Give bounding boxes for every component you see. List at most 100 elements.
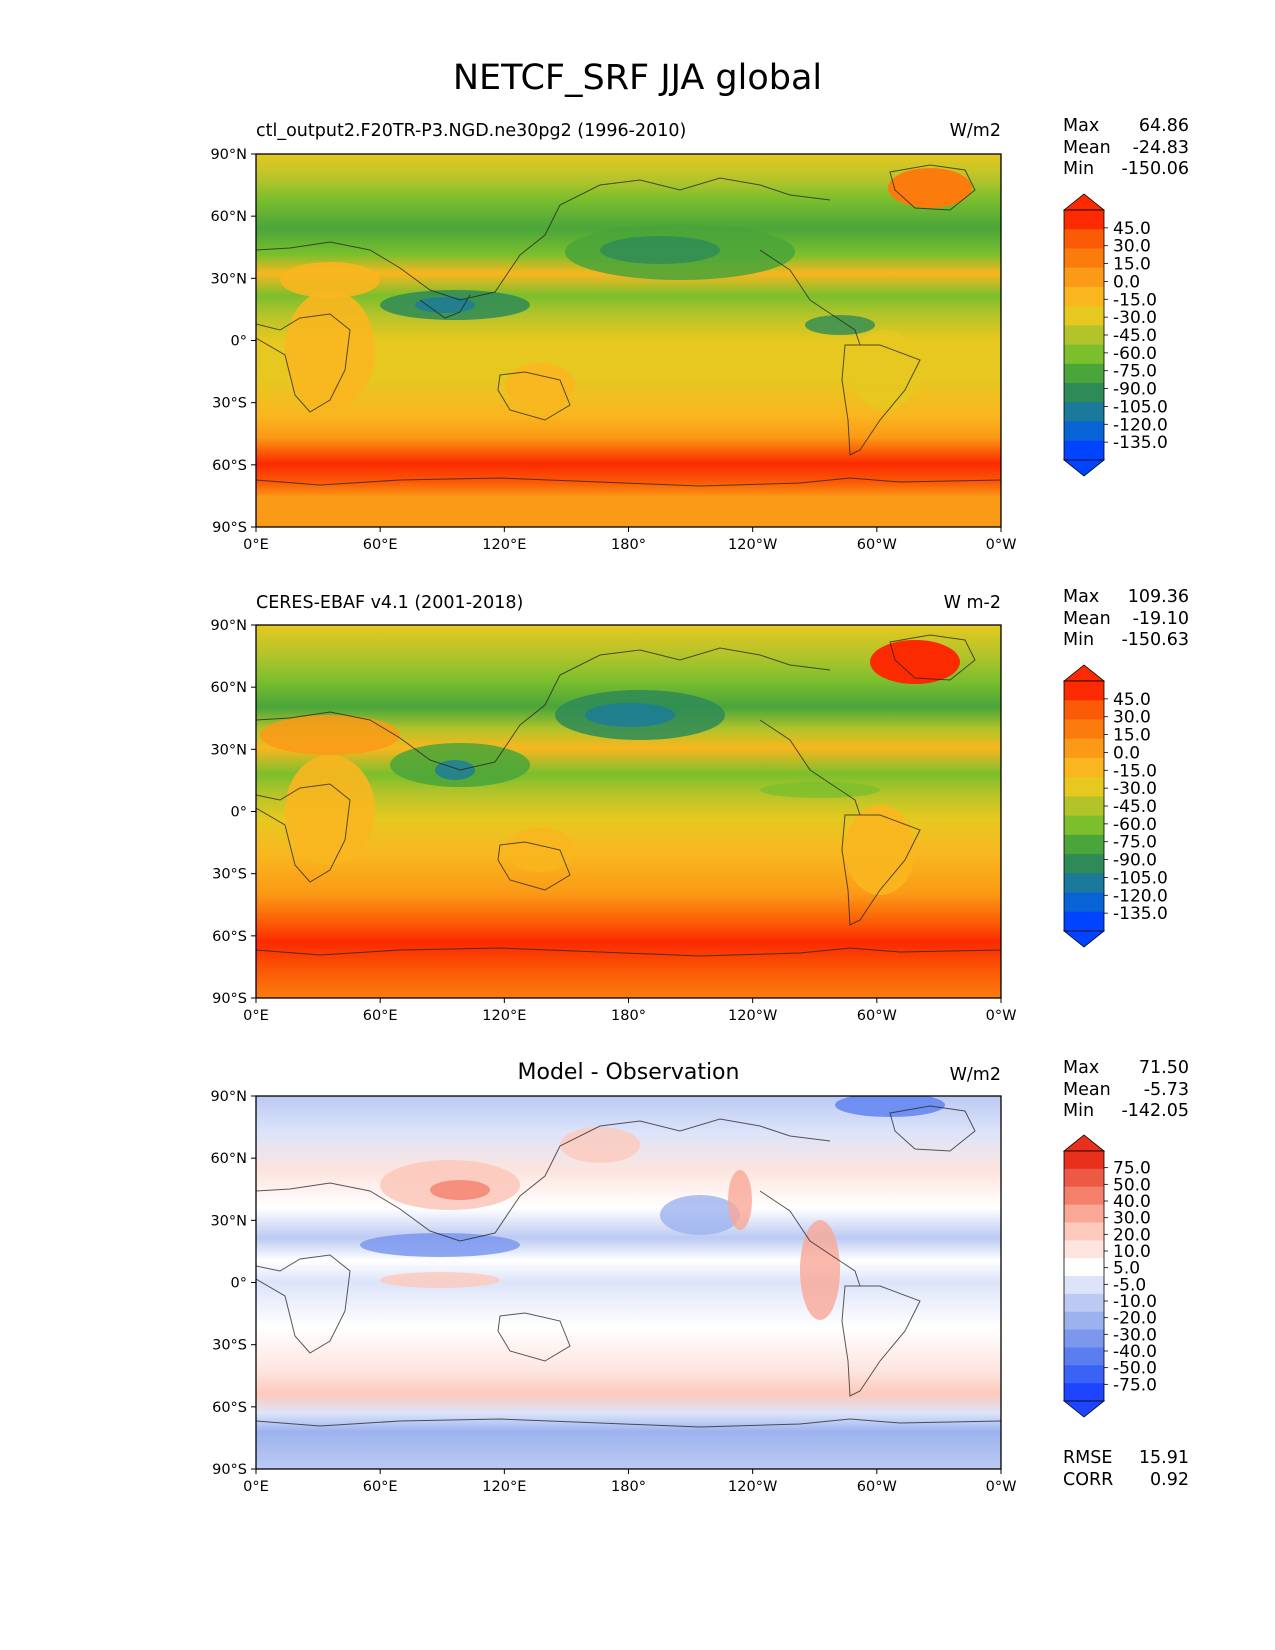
colorbar-swatch: [1064, 267, 1104, 288]
lon-tick-label: 120°E: [482, 1479, 526, 1495]
colorbar-label: -15.0: [1113, 290, 1157, 310]
units-label-diff: W/m2: [949, 1065, 1001, 1085]
field-features: [260, 640, 960, 895]
lat-tick-label: 90°N: [210, 618, 247, 634]
stats-box-model: Max 64.86 Mean -24.83 Min -150.06: [1063, 116, 1189, 181]
lon-tick-label: 0°E: [243, 1479, 269, 1495]
colorbar-swatch: [1064, 738, 1104, 759]
stat-max: Max 64.86: [1063, 116, 1189, 136]
lat-tick-label: 30°N: [210, 1213, 247, 1229]
colorbar-swatch: [1064, 911, 1104, 932]
colorbar-swatch: [1064, 1240, 1104, 1259]
colorbar-label: 30.0: [1113, 237, 1151, 257]
stat-min: Min -142.05: [1063, 1101, 1189, 1121]
colorbar-label: -120.0: [1113, 886, 1168, 906]
colorbar-extend-max: [1062, 193, 1106, 211]
colorbar-swatch: [1064, 777, 1104, 797]
colorbar-swatch: [1064, 1168, 1104, 1188]
colorbar-swatch: [1064, 1329, 1104, 1348]
lon-tick-label: 120°W: [728, 1479, 777, 1495]
colorbar-swatch: [1064, 757, 1104, 778]
colorbar-label: -105.0: [1113, 868, 1168, 888]
colorbar-swatches: 75.050.040.030.020.010.05.0-5.0-10.0-20.…: [1062, 1134, 1157, 1418]
colorbar-obs: 45.030.015.00.0-15.0-30.0-45.0-60.0-75.0…: [1062, 664, 1168, 948]
colorbar-swatch: [1064, 210, 1104, 230]
lat-tick-label: 60°S: [212, 1400, 247, 1416]
lat-tick-label: 30°S: [212, 1338, 247, 1354]
colorbar-swatch: [1064, 873, 1104, 894]
colorbar-extend-min: [1062, 459, 1106, 477]
colorbar-swatch: [1064, 229, 1104, 249]
units-label-obs: W m-2: [943, 593, 1001, 613]
colorbar-swatch: [1064, 1276, 1104, 1295]
field-features: [360, 1096, 945, 1320]
colorbar-swatch: [1064, 681, 1104, 701]
lon-tick-label: 120°W: [728, 537, 777, 553]
lon-tick-label: 180°: [611, 1479, 646, 1495]
colorbar-swatch: [1064, 1311, 1104, 1331]
colorbar-label: -105.0: [1113, 397, 1168, 417]
lat-tick-label: 90°S: [212, 991, 247, 1007]
lat-tick-label: 60°N: [210, 680, 247, 696]
colorbar-label: -120.0: [1113, 415, 1168, 435]
colorbar-label: -90.0: [1113, 380, 1157, 400]
stat-mean: Mean -24.83: [1063, 137, 1189, 158]
lon-tick-label: 60°E: [363, 1479, 398, 1495]
lat-tick-label: 30°N: [210, 742, 247, 758]
lat-tick-label: 30°S: [212, 867, 247, 883]
lon-tick-label: 0°W: [986, 1479, 1017, 1495]
lat-tick-label: 30°N: [210, 271, 247, 287]
colorbar-label: -60.0: [1113, 344, 1157, 364]
lat-axis: 90°N 60°N 30°N 0° 30°S 60°S 90°S: [210, 618, 256, 1007]
colorbar-swatch: [1064, 383, 1104, 403]
colorbar-swatch: [1064, 402, 1104, 423]
colorbar-extend-min: [1062, 1400, 1106, 1418]
map-diff: 90°N 60°N 30°N 0° 30°S 60°S 90°S 0°E 60°E 120°E 1…: [210, 1089, 1017, 1495]
colorbar-swatch: [1064, 1365, 1104, 1384]
colorbar-swatch: [1064, 440, 1104, 461]
colorbar-swatch: [1064, 1383, 1104, 1402]
lon-tick-label: 60°E: [363, 537, 398, 553]
colorbar-frame: [1063, 1150, 1105, 1402]
colorbar-label: -20.0: [1113, 1309, 1157, 1329]
coastlines: [256, 634, 1001, 957]
metric-corr: CORR 0.92: [1063, 1469, 1189, 1490]
colorbar-swatch: [1064, 421, 1104, 442]
lat-tick-label: 0°: [231, 1276, 247, 1292]
colorbar-label: 75.0: [1113, 1159, 1151, 1179]
colorbar-diff: 75.050.040.030.020.010.05.0-5.0-10.0-20.…: [1062, 1134, 1157, 1418]
lat-tick-label: 30°S: [212, 396, 247, 412]
colorbar-label: 45.0: [1113, 690, 1151, 710]
colorbar-label: -135.0: [1113, 904, 1168, 924]
stats-box-obs: Max 109.36 Mean -19.10 Min -150.63: [1063, 587, 1189, 652]
colorbar-label: 30.0: [1113, 1209, 1151, 1229]
lat-tick-label: 60°N: [210, 209, 247, 225]
colorbar-label: -30.0: [1113, 779, 1157, 799]
colorbar-label: -75.0: [1113, 362, 1157, 382]
map-field: [256, 1096, 1001, 1469]
lat-tick-label: 90°N: [210, 147, 247, 163]
colorbar-swatch: [1064, 854, 1104, 874]
lon-tick-label: 180°: [611, 537, 646, 553]
colorbar-label: -30.0: [1113, 308, 1157, 328]
colorbar-label: 15.0: [1113, 726, 1151, 746]
coastlines: [256, 1105, 1001, 1428]
lat-tick-label: 0°: [231, 805, 247, 821]
colorbar-swatch: [1064, 834, 1104, 855]
colorbar-label: -5.0: [1113, 1275, 1146, 1295]
colorbar-swatch: [1064, 719, 1104, 740]
colorbar-label: 0.0: [1113, 743, 1140, 763]
figure-title: NETCF_SRF JJA global: [452, 58, 823, 98]
colorbar-label: -30.0: [1113, 1325, 1157, 1345]
colorbar-swatch: [1064, 1186, 1104, 1206]
colorbar-extend-max: [1062, 664, 1106, 682]
colorbar-swatch: [1064, 1204, 1104, 1223]
colorbar-label: -60.0: [1113, 815, 1157, 835]
lon-tick-label: 0°W: [986, 1008, 1017, 1024]
colorbar-label: 45.0: [1113, 219, 1151, 239]
colorbar-swatch: [1064, 1151, 1104, 1170]
colorbar-swatch: [1064, 248, 1104, 269]
colorbar-label: 10.0: [1113, 1242, 1151, 1262]
colorbar-label: -90.0: [1113, 851, 1157, 871]
panel-title-obs: CERES-EBAF v4.1 (2001-2018): [256, 593, 524, 613]
